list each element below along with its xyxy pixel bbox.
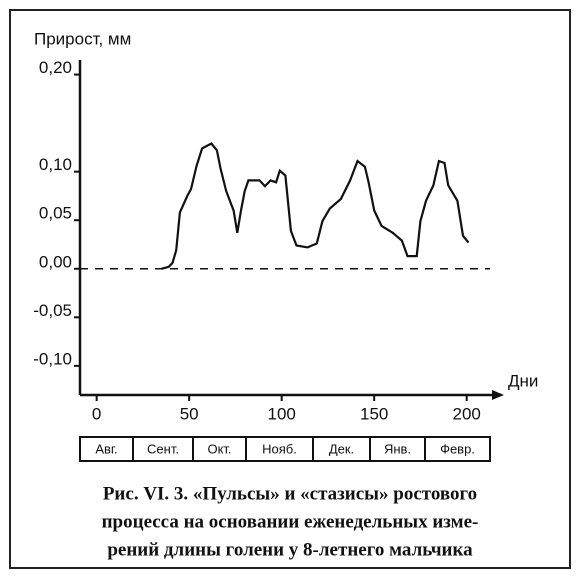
month-label: Окт.	[207, 441, 231, 456]
caption-line: процесса на основании еженедельных изме-	[102, 511, 479, 532]
x-tick-label: 150	[360, 404, 388, 423]
x-tick-label: 0	[92, 404, 101, 423]
month-label: Нояб.	[262, 441, 297, 456]
month-strip	[79, 436, 491, 462]
caption-line: рений длины голени у 8-летнего мальчика	[107, 539, 473, 560]
y-tick-label: -0,05	[33, 301, 72, 320]
month-label: Февр.	[440, 441, 475, 456]
y-tick-label: 0,10	[39, 155, 72, 174]
x-tick-label: 50	[180, 404, 199, 423]
month-label: Сент.	[147, 441, 179, 456]
caption-line: Рис. VI. 3. «Пульсы» и «стазисы» ростово…	[103, 483, 477, 504]
frame	[9, 9, 571, 569]
month-label: Янв.	[384, 441, 411, 456]
y-tick-label: 0,00	[39, 252, 72, 271]
y-tick-label: 0,20	[39, 58, 72, 77]
month-label: Дек.	[329, 441, 354, 456]
data-line	[161, 142, 470, 270]
x-tick-label: 100	[267, 404, 295, 423]
y-tick-label: -0,10	[33, 349, 72, 368]
x-axis-label: Дни	[508, 371, 538, 390]
y-axis-label: Прирост, мм	[34, 29, 131, 48]
y-tick-label: 0,05	[39, 204, 72, 223]
x-tick-label: 200	[453, 404, 481, 423]
month-label: Авг.	[95, 441, 117, 456]
x-axis-arrow	[492, 390, 504, 400]
